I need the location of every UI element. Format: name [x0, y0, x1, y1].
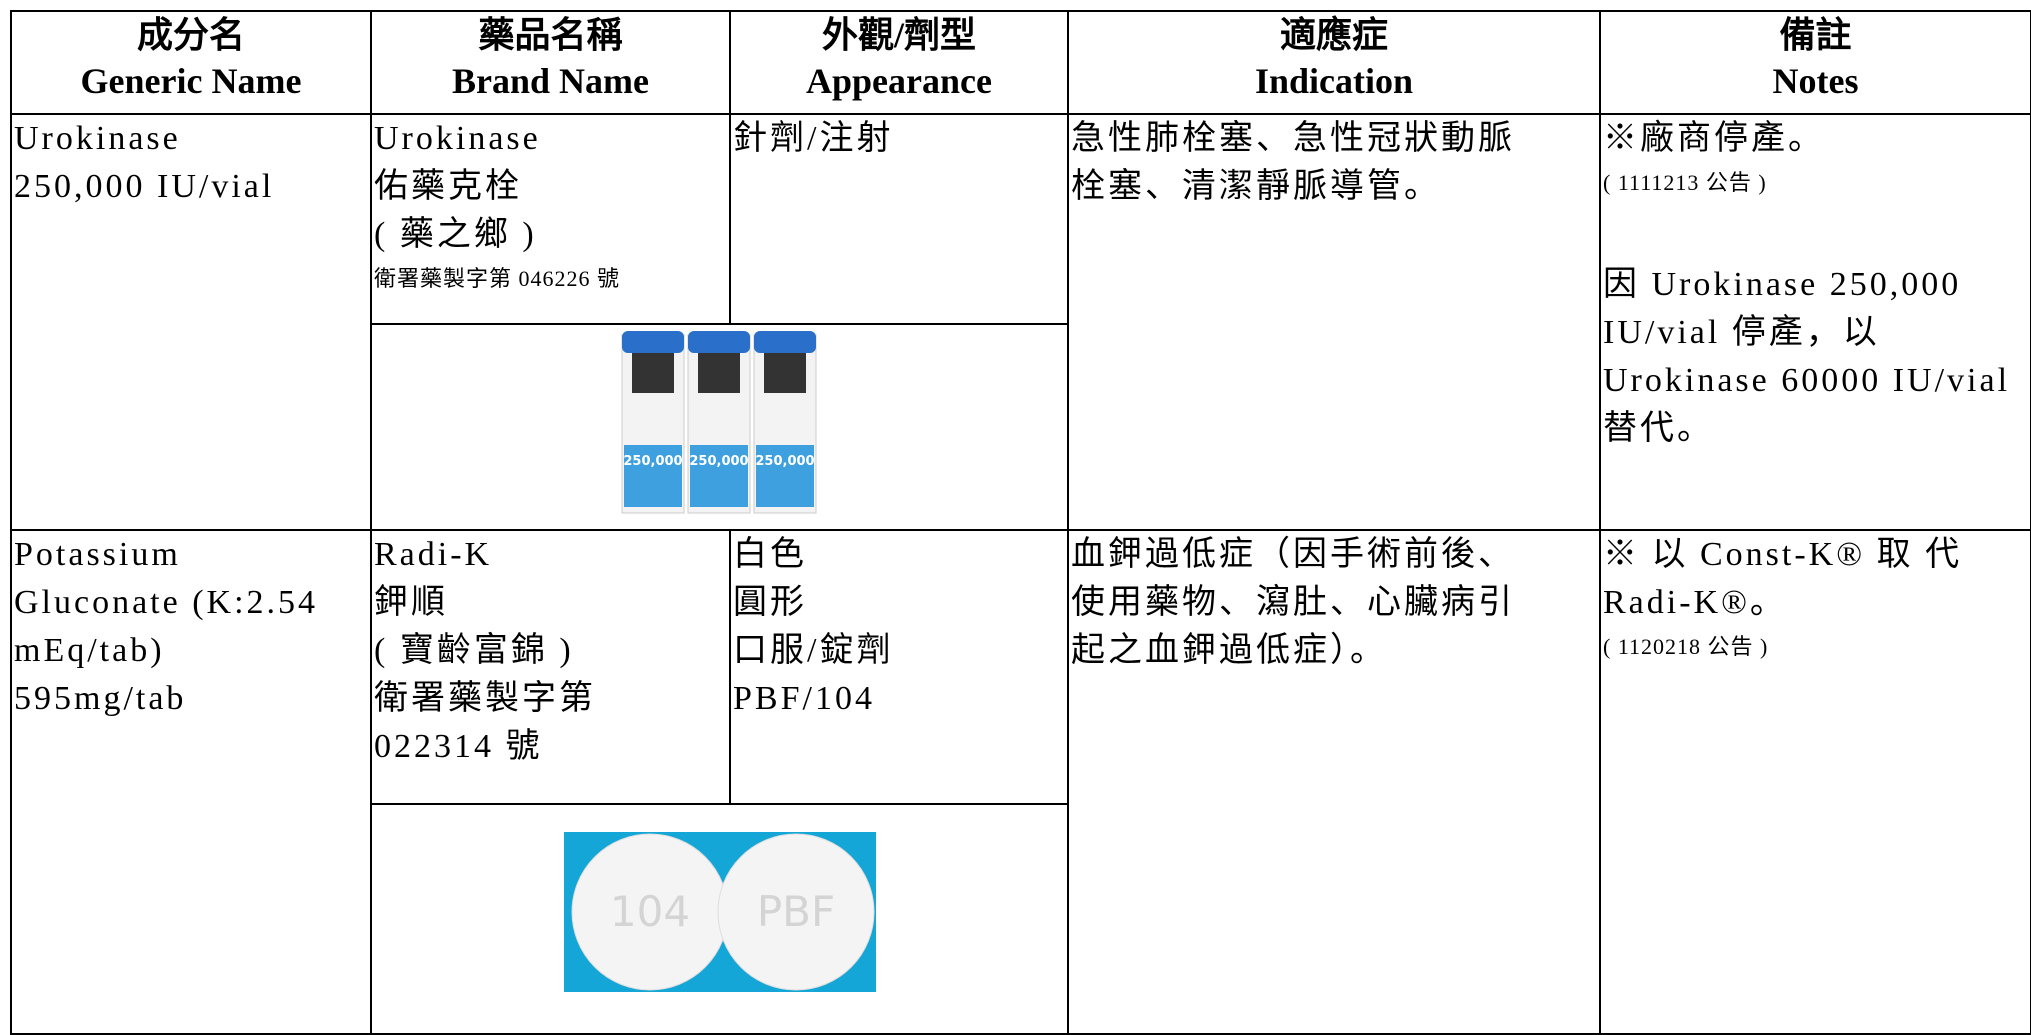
vial-text: 250,000 — [689, 454, 748, 469]
header-cell: 藥品名稱 Brand Name — [370, 10, 731, 115]
text-line: ( 藥之鄉 ) — [374, 216, 537, 253]
text-line: IU/vial 停產，以 — [1603, 314, 1880, 351]
header-en: Brand Name — [452, 61, 649, 101]
text-line: 白色 — [733, 536, 807, 573]
text-line: 250,000 IU/vial — [14, 168, 275, 205]
header-zh: 備註 — [1779, 15, 1852, 55]
row: 250,000 250,000 250,000 — [11, 323, 2031, 531]
row: Potassium Gluconate (K:2.54 mEq/tab) 595mg/… — [10, 529, 2031, 1035]
header-en: Indication — [1254, 61, 1414, 101]
vial-stopper — [631, 353, 674, 393]
text-line: 衛署藥製字第 046226 號 — [374, 266, 621, 291]
vial-text: 250,000 — [755, 454, 814, 469]
text-line: 針劑/注射 — [733, 120, 894, 157]
text-line: Radi-K®。 — [1603, 584, 1787, 621]
text-line: mEq/tab) — [14, 632, 165, 669]
vial-text: 250,000 — [623, 454, 682, 469]
product-photo: 250,000 250,000 250,000 — [621, 331, 816, 514]
product-photo: 104 PBF — [563, 832, 876, 992]
indication-cell: 血鉀過低症（因手術前後、 使用藥物、瀉肚、心臟病引 起之血鉀過低症）。 — [1067, 529, 1601, 1035]
header-cell: 適應症 Indication — [1067, 10, 1601, 115]
brand-cell: Urokinase 佑藥克栓 ( 藥之鄉 ) 衛署藥製字第 046226 號 — [370, 113, 731, 325]
text-line: Urokinase 60000 IU/vial — [1603, 362, 2011, 399]
text-line: 022314 號 — [374, 728, 543, 765]
text-line: 衛署藥製字第 — [374, 680, 596, 717]
generic-cell: Urokinase 250,000 IU/vial — [10, 113, 372, 531]
header-en: Appearance — [806, 61, 992, 101]
image-cell: 250,000 250,000 250,000 — [370, 323, 1069, 531]
vial-cap — [753, 331, 816, 353]
brand-cell: Radi-K 鉀順 ( 寶齡富錦 ) 衛署藥製字第 022314 號 — [370, 529, 731, 805]
text-line: ※廠商停產。 — [1603, 120, 1825, 157]
header-zh: 藥品名稱 — [478, 15, 623, 55]
row: Urokinase 250,000 IU/vial Urokinase 佑藥克栓 ( 藥… — [10, 113, 2031, 531]
text-line: Urokinase — [14, 120, 181, 157]
text-line: ※ 以 Const-K® 取 代 — [1603, 536, 1963, 573]
header-cell: 成分名 Generic Name — [10, 10, 372, 115]
vial-label — [623, 445, 682, 507]
vial-cap — [621, 331, 684, 353]
generic-cell: Potassium Gluconate (K:2.54 mEq/tab) 595mg/… — [10, 529, 372, 1035]
text-line: ( 1111213 公告 ) — [1603, 170, 1767, 195]
vial-label — [755, 445, 814, 507]
text-line: ( 1120218 公告 ) — [1603, 634, 1769, 659]
header-cell: 備註 Notes — [1599, 10, 2031, 115]
text-line: 血鉀過低症（因手術前後、 — [1071, 536, 1515, 573]
notes-cell: ※廠商停產。 ( 1111213 公告 ) 因 Urokinase 250,000 I… — [1599, 113, 2031, 531]
header-cell: 外觀/劑型 Appearance — [729, 10, 1069, 115]
appearance-cell: 針劑/注射 — [729, 113, 1069, 325]
row: 104 PBF — [11, 803, 2031, 1035]
tablet-imprint: PBF — [756, 887, 834, 936]
vial-cap — [687, 331, 750, 353]
header-en: Generic Name — [80, 61, 302, 101]
text-line: Potassium — [14, 536, 181, 573]
text-line: 鉀順 — [374, 584, 448, 621]
header-zh: 適應症 — [1279, 15, 1388, 55]
vial-stopper — [763, 353, 806, 393]
appearance-cell: 白色圓形口服/錠劑 PBF/104 — [729, 529, 1069, 805]
text-line: Urokinase — [374, 120, 541, 157]
text-line: 急性肺栓塞、急性冠狀動脈 — [1071, 120, 1515, 157]
text-line: Gluconate (K:2.54 — [14, 584, 319, 621]
text-line: 口服/錠劑 — [733, 632, 894, 669]
tablet — [717, 833, 874, 991]
text-line: 595mg/tab — [14, 680, 187, 717]
header-en: Notes — [1772, 61, 1859, 101]
text-line: 佑藥克栓 — [374, 168, 522, 205]
header-zh: 成分名 — [136, 15, 245, 55]
drug-table: 成分名 Generic Name 藥品名稱 Brand Name 外觀/劑型 Appear… — [10, 10, 2031, 1035]
text-line: 替代。 — [1603, 410, 1714, 447]
text-line: 使用藥物、瀉肚、心臟病引 — [1071, 584, 1515, 621]
tablet-imprint: 104 — [609, 887, 689, 936]
vial-label — [689, 445, 748, 507]
notes-cell: ※ 以 Const-K® 取 代 Radi-K®。 ( 1120218 公告 ) — [1599, 529, 2031, 1035]
text-line: Radi-K — [374, 536, 493, 573]
header-row: 成分名 Generic Name 藥品名稱 Brand Name 外觀/劑型 Appear… — [10, 10, 2031, 115]
spacer — [1603, 203, 2028, 261]
image-cell: 104 PBF — [370, 803, 1069, 1035]
header-zh: 外觀/劑型 — [821, 15, 976, 55]
text-line: 起之血鉀過低症）。 — [1071, 632, 1387, 669]
text-line: 栓塞、清潔靜脈導管。 — [1071, 168, 1441, 205]
text-line: ( 寶齡富錦 ) — [374, 632, 574, 669]
indication-cell: 急性肺栓塞、急性冠狀動脈 栓塞、清潔靜脈導管。 — [1067, 113, 1601, 531]
text-line: 圓形 — [733, 584, 807, 621]
vial-stopper — [697, 353, 740, 393]
text-line: PBF/104 — [733, 680, 875, 717]
text-line: 因 Urokinase 250,000 — [1603, 266, 1962, 303]
